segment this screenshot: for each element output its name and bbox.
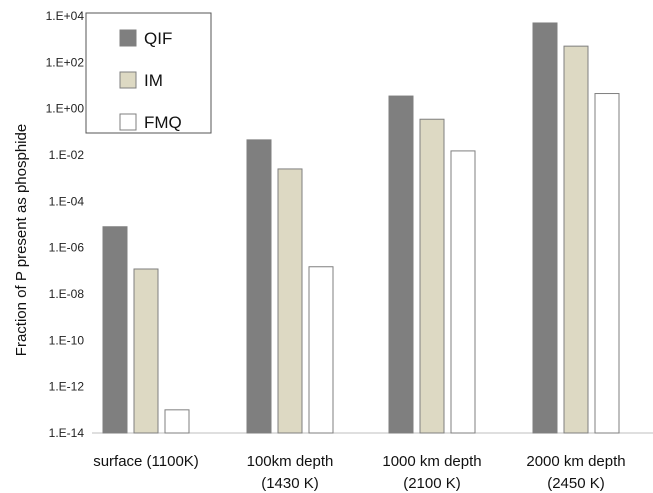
category-label: surface (1100K) — [93, 453, 199, 470]
bar-im-2 — [419, 118, 445, 434]
bar-fmq-3 — [594, 93, 620, 434]
y-tick-label: 1.E+04 — [46, 9, 85, 23]
legend-swatch-im — [119, 71, 137, 89]
category-label: (2100 K) — [403, 475, 461, 492]
y-tick-label: 1.E-14 — [49, 426, 85, 440]
category-label: 100km depth — [247, 453, 334, 470]
category-label: 2000 km depth — [526, 453, 625, 470]
y-tick-label: 1.E-12 — [49, 380, 85, 394]
y-tick-label: 1.E-02 — [49, 148, 85, 162]
bar-fmq-0 — [164, 409, 190, 434]
bar-im-1 — [277, 168, 303, 434]
category-label: (2450 K) — [547, 475, 605, 492]
bar-im-0 — [133, 268, 159, 434]
y-tick-label: 1.E-04 — [49, 194, 85, 208]
legend-label-qif: QIF — [144, 29, 172, 48]
legend-swatch-fmq — [119, 113, 137, 131]
category-labels: surface (1100K) 100km depth (1430 K) 1000 k… — [93, 453, 625, 492]
bar-qif-2 — [388, 95, 414, 434]
bar-fmq-1 — [308, 266, 334, 434]
y-tick-label: 1.E-06 — [49, 241, 85, 255]
y-tick-label: 1.E+02 — [46, 55, 85, 69]
bar-qif-3 — [532, 22, 558, 434]
category-label: 1000 km depth — [382, 453, 481, 470]
legend-box — [85, 12, 212, 134]
bar-qif-1 — [246, 139, 272, 434]
category-label: (1430 K) — [261, 475, 319, 492]
legend-label-im: IM — [144, 71, 163, 90]
y-tick-label: 1.E-08 — [49, 287, 85, 301]
bars — [102, 22, 620, 434]
bar-im-3 — [563, 45, 589, 434]
legend-label-fmq: FMQ — [144, 113, 182, 132]
legend: QIF IM FMQ — [85, 12, 212, 134]
y-tick-label: 1.E+00 — [46, 102, 85, 116]
y-tick-label: 1.E-10 — [49, 333, 85, 347]
y-axis-ticks: 1.E-14 1.E-12 1.E-10 1.E-08 1.E-06 1.E-04 1.E-… — [46, 9, 85, 440]
y-axis-label: Fraction of P present as phosphide — [13, 124, 30, 356]
bar-fmq-2 — [450, 150, 476, 434]
legend-swatch-qif — [119, 29, 137, 47]
bar-qif-0 — [102, 226, 128, 434]
